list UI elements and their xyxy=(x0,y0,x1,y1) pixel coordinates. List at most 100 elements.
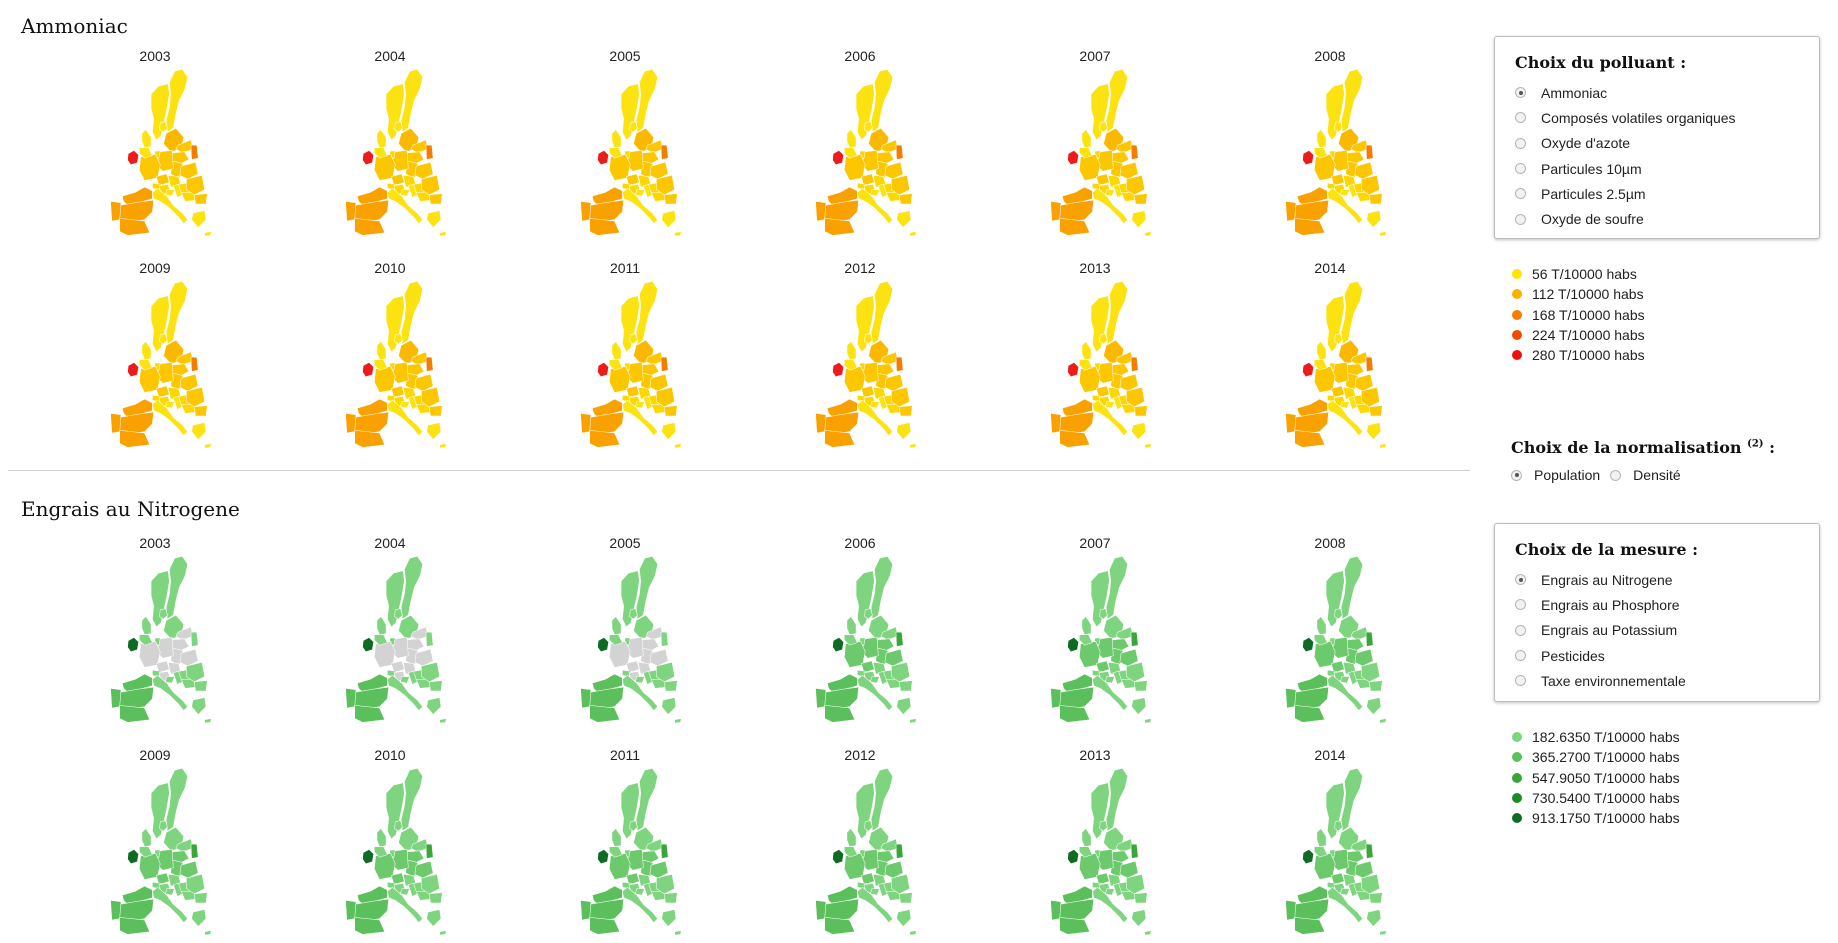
country-region[interactable] xyxy=(1079,147,1093,159)
country-region[interactable] xyxy=(1368,193,1383,205)
europe-map[interactable] xyxy=(1245,767,1415,937)
country-region[interactable] xyxy=(376,341,387,361)
measure-radio[interactable] xyxy=(1515,599,1526,611)
country-region[interactable] xyxy=(1081,616,1092,636)
country-region[interactable] xyxy=(880,838,899,853)
country-region[interactable] xyxy=(175,626,194,641)
country-region[interactable] xyxy=(1325,295,1345,353)
country-region[interactable] xyxy=(179,648,199,667)
country-region[interactable] xyxy=(1361,661,1380,683)
country-region[interactable] xyxy=(660,356,669,372)
country-region[interactable] xyxy=(204,930,212,936)
country-region[interactable] xyxy=(898,892,913,904)
country-region[interactable] xyxy=(127,362,139,378)
country-region[interactable] xyxy=(649,860,669,879)
country-region[interactable] xyxy=(439,443,447,449)
country-region[interactable] xyxy=(1133,892,1148,904)
country-region[interactable] xyxy=(150,782,170,840)
country-region[interactable] xyxy=(663,193,678,205)
country-region[interactable] xyxy=(1327,674,1364,712)
country-region[interactable] xyxy=(622,187,659,225)
country-region[interactable] xyxy=(400,189,411,197)
country-region[interactable] xyxy=(597,362,609,378)
country-region[interactable] xyxy=(857,674,894,712)
country-region[interactable] xyxy=(191,210,207,228)
country-region[interactable] xyxy=(400,556,423,620)
country-region[interactable] xyxy=(1294,430,1326,448)
country-region[interactable] xyxy=(1130,843,1139,859)
country-region[interactable] xyxy=(1092,886,1129,924)
country-region[interactable] xyxy=(1079,846,1093,858)
country-region[interactable] xyxy=(609,634,623,646)
country-region[interactable] xyxy=(390,872,405,886)
country-region[interactable] xyxy=(1144,718,1152,724)
country-region[interactable] xyxy=(1059,430,1091,448)
country-region[interactable] xyxy=(1294,705,1326,723)
country-region[interactable] xyxy=(844,846,858,858)
country-region[interactable] xyxy=(625,660,640,674)
country-region[interactable] xyxy=(204,231,212,237)
country-region[interactable] xyxy=(121,398,153,418)
country-region[interactable] xyxy=(1330,173,1345,187)
country-region[interactable] xyxy=(1330,385,1345,399)
country-region[interactable] xyxy=(1379,443,1387,449)
country-region[interactable] xyxy=(119,218,151,236)
country-region[interactable] xyxy=(139,634,153,646)
pollutant-option[interactable]: Oxyde de soufre xyxy=(1495,206,1819,231)
country-region[interactable] xyxy=(1314,147,1328,159)
country-region[interactable] xyxy=(414,161,434,180)
country-region[interactable] xyxy=(663,892,678,904)
country-region[interactable] xyxy=(884,648,904,667)
pollutant-radio[interactable] xyxy=(1515,188,1526,200)
pollutant-radio[interactable] xyxy=(1515,213,1526,225)
country-region[interactable] xyxy=(870,556,893,620)
country-region[interactable] xyxy=(400,768,423,832)
country-region[interactable] xyxy=(1368,405,1383,417)
country-region[interactable] xyxy=(1340,189,1351,197)
country-region[interactable] xyxy=(860,872,875,886)
country-region[interactable] xyxy=(150,570,170,628)
country-region[interactable] xyxy=(884,373,904,392)
country-region[interactable] xyxy=(580,413,592,434)
country-region[interactable] xyxy=(635,189,646,197)
country-region[interactable] xyxy=(591,398,623,418)
country-region[interactable] xyxy=(1316,828,1327,848)
country-region[interactable] xyxy=(1090,83,1110,141)
country-region[interactable] xyxy=(1115,626,1134,641)
country-region[interactable] xyxy=(844,359,858,371)
country-region[interactable] xyxy=(864,121,873,133)
country-region[interactable] xyxy=(390,173,405,187)
europe-map[interactable] xyxy=(1245,280,1415,450)
pollutant-option[interactable]: Particules 10µm xyxy=(1495,156,1819,181)
country-region[interactable] xyxy=(410,351,429,366)
country-region[interactable] xyxy=(179,373,199,392)
country-region[interactable] xyxy=(356,673,388,693)
country-region[interactable] xyxy=(909,443,917,449)
country-region[interactable] xyxy=(428,680,443,692)
country-region[interactable] xyxy=(620,83,640,141)
country-region[interactable] xyxy=(175,838,194,853)
country-region[interactable] xyxy=(1366,210,1382,228)
europe-map[interactable] xyxy=(305,68,475,238)
country-region[interactable] xyxy=(1130,356,1139,372)
country-region[interactable] xyxy=(824,430,856,448)
country-region[interactable] xyxy=(155,173,170,187)
country-region[interactable] xyxy=(1340,69,1363,133)
country-region[interactable] xyxy=(426,697,442,715)
country-region[interactable] xyxy=(674,231,682,237)
country-region[interactable] xyxy=(385,782,405,840)
country-region[interactable] xyxy=(190,144,199,160)
country-region[interactable] xyxy=(1061,186,1093,206)
country-region[interactable] xyxy=(1285,201,1297,222)
country-region[interactable] xyxy=(635,401,646,409)
europe-map[interactable] xyxy=(540,767,710,937)
country-region[interactable] xyxy=(891,174,910,196)
europe-map[interactable] xyxy=(305,280,475,450)
country-region[interactable] xyxy=(895,356,904,372)
country-region[interactable] xyxy=(1092,187,1129,225)
country-region[interactable] xyxy=(896,422,912,440)
country-region[interactable] xyxy=(1095,385,1110,399)
country-region[interactable] xyxy=(165,69,188,133)
country-region[interactable] xyxy=(1059,917,1091,935)
country-region[interactable] xyxy=(127,637,139,653)
